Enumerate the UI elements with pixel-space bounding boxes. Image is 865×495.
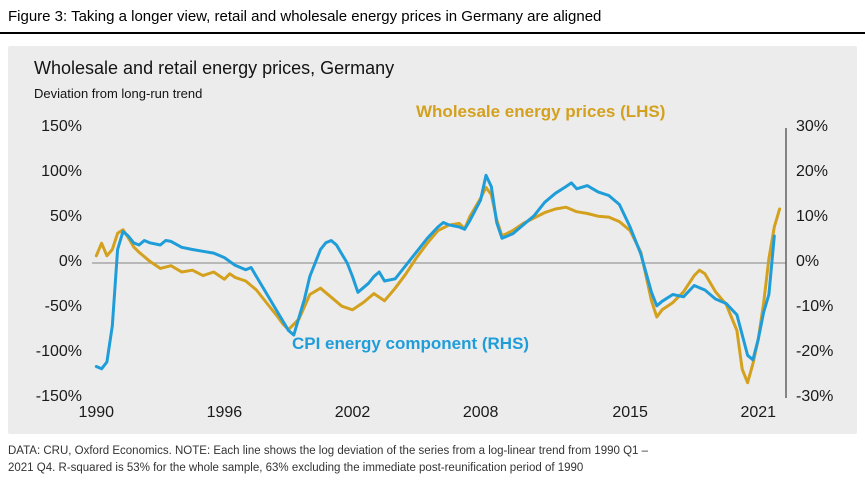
left-axis-tick: -150% — [35, 388, 82, 405]
x-axis-tick: 2008 — [462, 404, 499, 421]
left-axis-tick: 150% — [41, 118, 82, 135]
right-axis-tick: -20% — [796, 343, 834, 360]
chart-title: Wholesale and retail energy prices, Germ… — [34, 58, 395, 78]
wholesale-series-label: Wholesale energy prices (LHS) — [416, 102, 666, 121]
left-axis-tick: 0% — [58, 253, 82, 270]
plot-canvas — [92, 128, 787, 398]
right-axis-tick: -10% — [796, 298, 834, 315]
cpi-series-label: CPI energy component (RHS) — [292, 334, 530, 353]
left-axis-tick: -100% — [35, 343, 82, 360]
right-axis-tick: 10% — [796, 208, 829, 225]
chart-panel: Wholesale and retail energy prices, Germ… — [8, 46, 857, 434]
x-axis-tick: 2015 — [612, 404, 648, 421]
x-axis-tick: 2021 — [740, 404, 777, 421]
footer-note: DATA: CRU, Oxford Economics. NOTE: Each … — [8, 443, 848, 478]
left-axis-tick: 100% — [41, 163, 82, 180]
x-axis-tick: 2002 — [334, 404, 371, 421]
series-line-cpi — [94, 173, 776, 371]
chart-subtitle: Deviation from long-run trend — [34, 86, 203, 101]
figure-title: Figure 3: Taking a longer view, retail a… — [0, 0, 865, 34]
x-axis-tick: 1990 — [78, 404, 115, 421]
right-axis-tick: 30% — [796, 118, 829, 135]
footer-line-1: DATA: CRU, Oxford Economics. NOTE: Each … — [8, 445, 649, 457]
series-line-wholesale — [94, 185, 782, 385]
left-axis-tick: 50% — [49, 208, 82, 225]
x-axis-tick: 1996 — [206, 404, 243, 421]
right-axis-tick: 0% — [796, 253, 820, 270]
right-axis-tick: 20% — [796, 163, 829, 180]
right-axis-tick: -30% — [796, 388, 834, 405]
footer-line-2: 2021 Q4. R-squared is 53% for the whole … — [8, 462, 584, 475]
left-axis-tick: -50% — [44, 298, 82, 315]
